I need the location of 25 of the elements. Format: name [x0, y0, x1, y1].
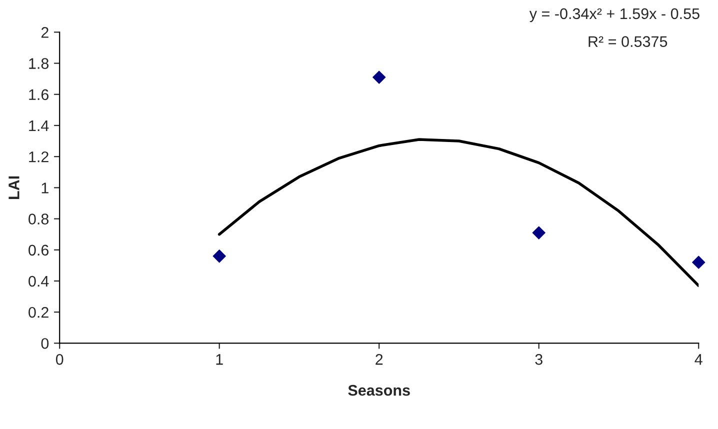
y-tick-label: 1.6	[29, 89, 49, 100]
y-tick-label: 0.4	[28, 276, 49, 287]
x-tick-label: 0	[56, 354, 64, 365]
x-tick-label: 3	[535, 354, 542, 365]
point	[212, 250, 226, 263]
y-tick-label: 0.6	[28, 244, 49, 256]
y-tick-label: 0	[41, 338, 49, 349]
point	[372, 70, 386, 84]
y-tick-label: 2	[41, 27, 48, 38]
x-tick-label: 4	[694, 354, 702, 365]
point	[692, 256, 706, 269]
y-tick-label: 1.8	[29, 58, 49, 69]
x-tick-label: 1	[216, 354, 223, 365]
x-axis-title: Seasons	[348, 384, 410, 396]
y-tick-label: 0.8	[28, 214, 49, 224]
y-tick-label: 1.2	[29, 151, 48, 162]
y-tick-label: 0.2	[28, 306, 48, 318]
point	[532, 226, 546, 240]
annotation: R² = 0.5375	[588, 36, 668, 47]
line-series	[218, 138, 699, 288]
y-tick-label: 1.4	[29, 120, 49, 132]
text: y = -0.34x² + 1.59x - 0.55	[529, 8, 700, 22]
y-tick-label: 1	[42, 182, 48, 194]
x-tick-label: 2	[376, 354, 383, 365]
y-axis-title: LAI	[8, 176, 20, 199]
